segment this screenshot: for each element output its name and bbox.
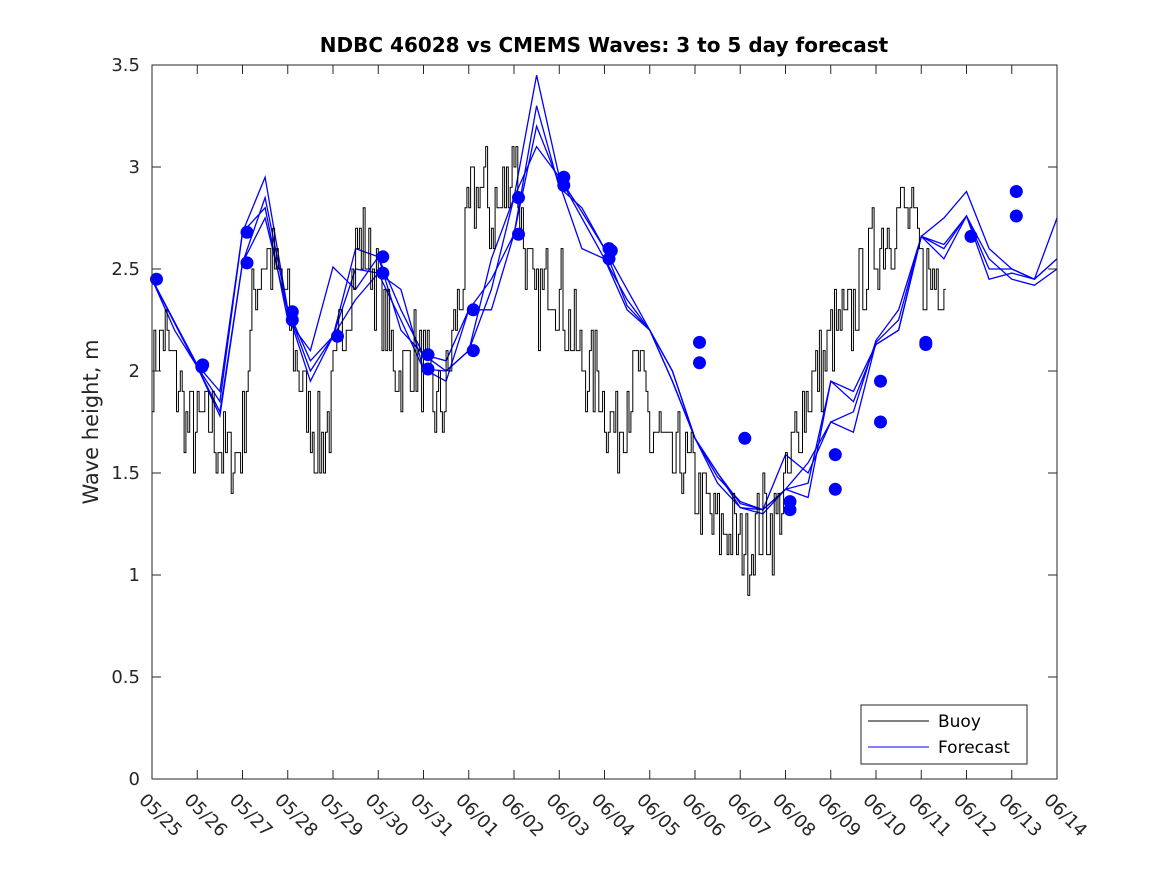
legend: Buoy Forecast	[860, 704, 1028, 765]
y-tick-label: 3	[129, 157, 140, 178]
buoy-line-group	[152, 146, 946, 596]
forecast-marker	[376, 266, 390, 280]
forecast-marker	[874, 415, 887, 429]
forecast-marker	[604, 244, 618, 258]
buoy-line	[152, 146, 946, 596]
legend-buoy-label: Buoy	[938, 712, 981, 732]
forecast-marker	[376, 250, 390, 264]
forecast-marker	[919, 338, 933, 351]
forecast-marker	[693, 335, 706, 349]
y-tick-label: 1	[129, 565, 140, 586]
y-tick-label: 0	[129, 769, 140, 790]
forecast-marker	[1009, 185, 1023, 198]
forecast-markers	[150, 170, 1023, 517]
legend-box	[860, 704, 1028, 765]
forecast-marker	[964, 229, 978, 243]
chart-title: NDBC 46028 vs CMEMS Waves: 3 to 5 day fo…	[320, 33, 889, 57]
forecast-marker	[693, 356, 706, 370]
forecast-marker	[240, 225, 254, 239]
forecast-marker	[738, 431, 752, 445]
forecast-marker	[196, 358, 210, 372]
forecast-marker	[421, 348, 435, 362]
y-tick-label: 0.5	[111, 667, 140, 688]
forecast-marker	[421, 362, 435, 376]
y-tick-label: 2.5	[111, 259, 140, 280]
y-tick-label: 1.5	[111, 463, 140, 484]
forecast-marker	[1009, 209, 1023, 223]
legend-forecast-label: Forecast	[938, 738, 1010, 758]
forecast-marker	[512, 227, 525, 241]
forecast-marker	[512, 191, 525, 205]
forecast-series-line	[151, 123, 1058, 511]
forecast-marker	[466, 344, 480, 358]
y-axis: 0 0.5 1 1.5 2 2.5 3 3.5	[111, 55, 1057, 790]
forecast-marker	[557, 178, 571, 192]
forecast-marker	[828, 448, 842, 462]
forecast-marker	[874, 374, 887, 388]
forecast-marker	[783, 503, 797, 517]
forecast-marker	[240, 256, 254, 270]
y-axis-label: Wave height, m	[79, 339, 103, 504]
forecast-marker	[331, 329, 344, 343]
y-tick-label: 3.5	[111, 55, 140, 76]
y-tick-label: 2	[129, 361, 140, 382]
forecast-marker	[828, 482, 842, 496]
forecast-marker	[150, 272, 163, 286]
forecast-marker	[466, 303, 480, 317]
forecast-marker	[285, 313, 299, 327]
forecast-series-line	[151, 145, 1058, 511]
